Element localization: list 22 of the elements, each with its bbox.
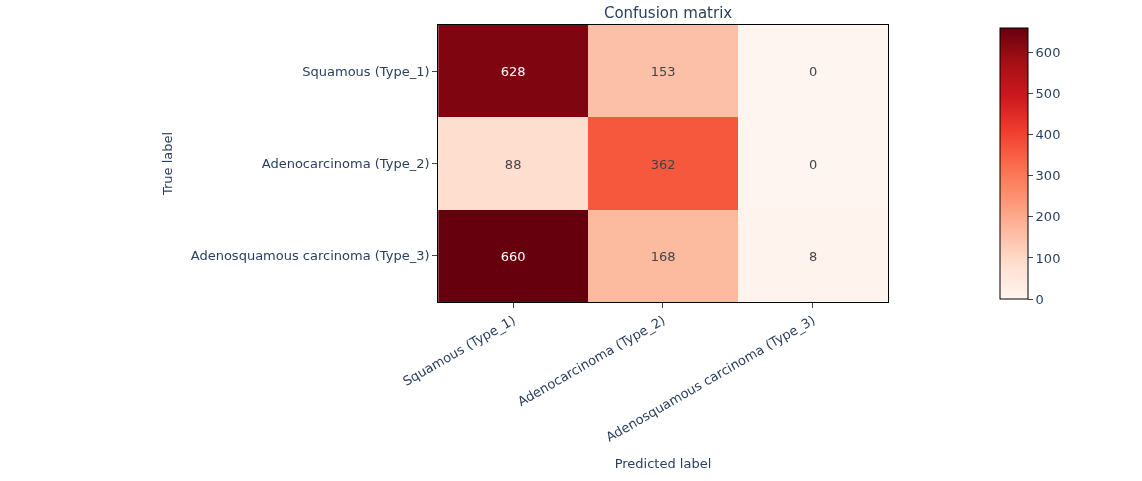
y-tick-label: Adenocarcinoma (Type_2) (261, 156, 430, 172)
data-label: 168 (650, 248, 676, 264)
color-bar-label: 200 (1035, 209, 1061, 225)
x-axis-title: Predicted label (614, 456, 712, 472)
y-axis-title: True label (159, 131, 175, 197)
color-bar-label: 600 (1035, 45, 1061, 61)
y-tick-label: Squamous (Type_1) (302, 63, 430, 79)
data-label: 0 (809, 63, 818, 79)
chart-title: Confusion matrix (603, 3, 733, 22)
data-label: 660 (500, 248, 526, 264)
color-bar-label: 400 (1035, 127, 1061, 143)
data-label: 362 (650, 156, 676, 172)
color-bar-label: 100 (1035, 250, 1061, 266)
data-label: 153 (650, 63, 676, 79)
data-label: 0 (809, 156, 818, 172)
data-label: 628 (500, 63, 526, 79)
data-label: 88 (504, 156, 522, 172)
color-bar-label: 0 (1035, 291, 1044, 307)
data-label: 8 (809, 248, 818, 264)
y-tick-label: Adenosquamous carcinoma (Type_3) (190, 248, 430, 264)
color-bar-label: 500 (1035, 86, 1061, 102)
color-bar-label: 300 (1035, 168, 1061, 184)
